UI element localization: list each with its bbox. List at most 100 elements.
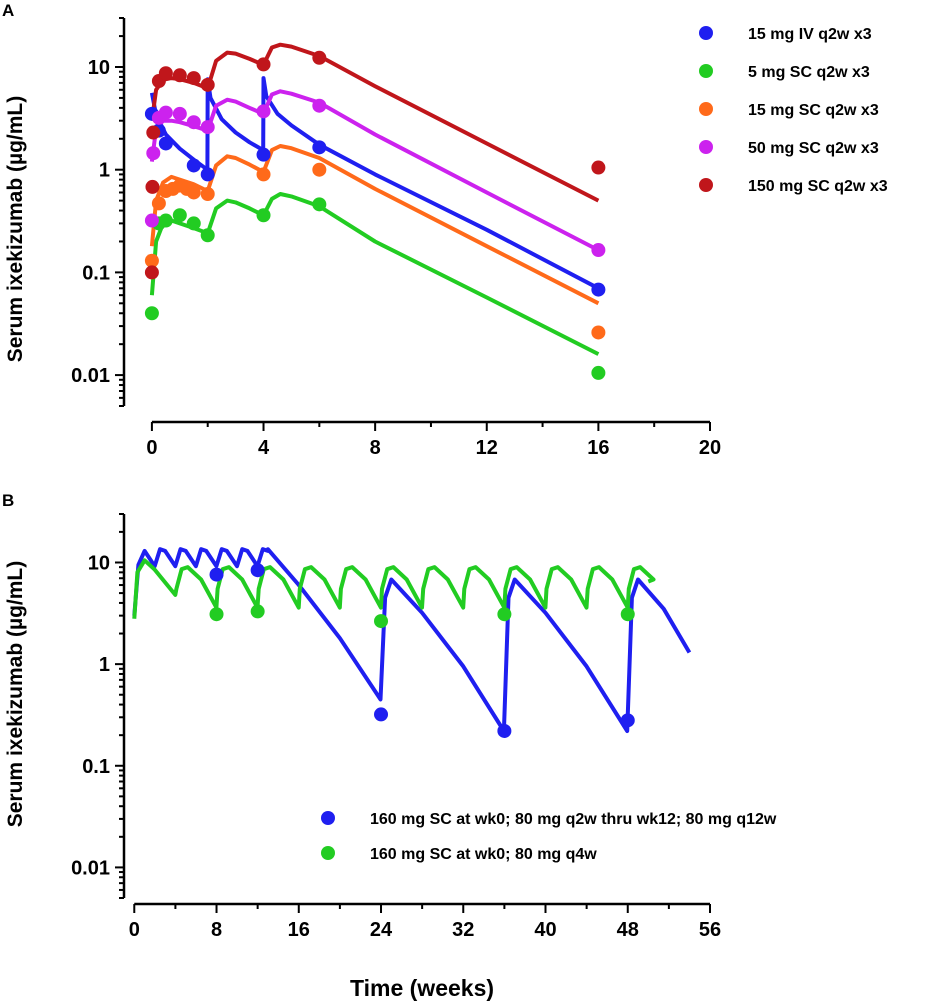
x-tick-label: 20 <box>699 437 721 459</box>
panel-a-series-points <box>144 50 606 380</box>
legend-label: 160 mg SC at wk0; 80 mg q4w <box>370 846 597 863</box>
y-tick-label: 10 <box>88 57 110 79</box>
data-point-1 <box>497 607 512 622</box>
x-tick-label: 56 <box>699 919 721 941</box>
data-point-0 <box>256 147 271 162</box>
data-point-0 <box>200 167 215 182</box>
data-point-1 <box>186 216 201 231</box>
panel-b-y-axis-title: Serum ixekizumab (µg/mL) <box>4 561 27 828</box>
panel-b: B 0.01 0.1 1 10 0 8 16 24 32 40 48 56 Serum ixekizu… <box>2 491 777 941</box>
data-point-4 <box>172 68 187 83</box>
panel-a-legend: 15 mg IV q2w x3 5 mg SC q2w x3 15 mg SC q2… <box>699 26 888 195</box>
data-point-0 <box>250 563 265 578</box>
x-tick-label: 12 <box>476 437 498 459</box>
data-point-4 <box>256 57 271 72</box>
legend-label: 15 mg SC q2w x3 <box>748 102 879 119</box>
legend-label: 160 mg SC at wk0; 80 mg q2w thru wk12; 8… <box>370 811 777 828</box>
y-tick-label: 0.01 <box>71 857 110 879</box>
data-point-1 <box>209 607 224 622</box>
legend-marker <box>699 102 713 116</box>
data-point-4 <box>591 160 606 175</box>
data-point-2 <box>186 185 201 200</box>
legend-marker <box>321 846 335 860</box>
x-tick-label: 0 <box>129 919 140 941</box>
data-point-1 <box>200 228 215 243</box>
data-point-4 <box>186 71 201 86</box>
legend-marker <box>321 811 335 825</box>
x-tick-label: 0 <box>146 437 157 459</box>
panel-a-letter: A <box>2 1 14 20</box>
data-point-1 <box>374 614 389 629</box>
x-tick-label: 16 <box>288 919 310 941</box>
data-point-4 <box>145 179 160 194</box>
legend-marker <box>699 26 713 40</box>
x-tick-label: 8 <box>211 919 222 941</box>
x-tick-label: 8 <box>370 437 381 459</box>
panel-a: A 0.01 0.1 1 10 0 4 8 12 16 20 Serum ixekizumab (… <box>2 1 888 459</box>
x-tick-label: 48 <box>617 919 639 941</box>
x-tick-label: 16 <box>587 437 609 459</box>
data-point-2 <box>256 167 271 182</box>
y-tick-label: 0.01 <box>71 365 110 387</box>
data-point-4 <box>144 265 159 280</box>
data-point-0 <box>620 713 635 728</box>
data-point-2 <box>144 253 159 268</box>
y-tick-label: 1 <box>99 160 110 182</box>
data-point-1 <box>158 213 173 228</box>
y-tick-label: 0.1 <box>82 756 110 778</box>
data-point-0 <box>591 282 606 297</box>
data-point-1 <box>312 197 327 212</box>
x-tick-label: 32 <box>452 919 474 941</box>
data-point-3 <box>312 98 327 113</box>
legend-label: 5 mg SC q2w x3 <box>748 64 870 81</box>
series-line-0 <box>149 76 600 291</box>
legend-label: 150 mg SC q2w x3 <box>748 178 888 195</box>
series-line-2 <box>149 144 600 306</box>
series-line-0 <box>132 547 692 733</box>
data-point-3 <box>146 146 161 161</box>
series-line-4 <box>149 42 600 203</box>
data-point-0 <box>186 158 201 173</box>
panel-b-letter: B <box>2 491 14 510</box>
x-axis-title: Time (weeks) <box>350 975 494 1001</box>
data-point-3 <box>256 104 271 119</box>
data-point-3 <box>186 115 201 130</box>
data-point-0 <box>209 567 224 582</box>
data-point-1 <box>620 607 635 622</box>
data-point-3 <box>591 243 606 258</box>
data-point-1 <box>172 208 187 223</box>
x-tick-label: 24 <box>370 919 393 941</box>
y-tick-label: 10 <box>88 552 110 574</box>
panel-a-series-lines <box>149 42 600 356</box>
data-point-1 <box>256 208 271 223</box>
data-point-4 <box>200 77 215 92</box>
series-line-1 <box>149 192 600 356</box>
panel-a-y-axis-title: Serum ixekizumab (µg/mL) <box>4 96 27 363</box>
panel-b-axes: 0.01 0.1 1 10 0 8 16 24 32 40 48 56 <box>71 513 721 941</box>
legend-marker <box>699 140 713 154</box>
data-point-2 <box>200 186 215 201</box>
data-point-3 <box>158 105 173 120</box>
x-tick-label: 40 <box>534 919 556 941</box>
data-point-1 <box>591 365 606 380</box>
legend-marker <box>699 64 713 78</box>
legend-label: 15 mg IV q2w x3 <box>748 26 872 43</box>
data-point-0 <box>312 140 327 155</box>
legend-label: 50 mg SC q2w x3 <box>748 140 879 157</box>
data-point-3 <box>144 213 159 228</box>
data-point-1 <box>144 306 159 321</box>
y-tick-label: 0.1 <box>82 262 110 284</box>
x-tick-label: 4 <box>258 437 270 459</box>
data-point-2 <box>151 196 166 211</box>
legend-marker <box>699 178 713 192</box>
data-point-4 <box>158 66 173 81</box>
y-tick-label: 1 <box>99 654 110 676</box>
panel-b-series-points <box>209 563 635 738</box>
data-point-4 <box>312 50 327 65</box>
data-point-0 <box>158 136 173 151</box>
panel-b-legend: 160 mg SC at wk0; 80 mg q2w thru wk12; 8… <box>321 811 777 863</box>
data-point-0 <box>374 707 389 722</box>
data-point-2 <box>591 325 606 340</box>
data-point-3 <box>172 106 187 121</box>
